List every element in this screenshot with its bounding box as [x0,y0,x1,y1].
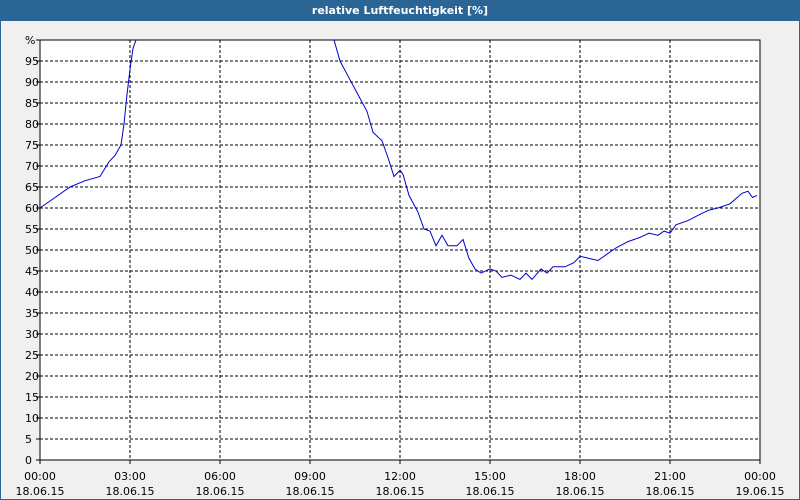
y-tick-label: 50 [25,244,39,257]
y-tick-label: 30 [25,328,39,341]
x-tick-label: 18:00 18.06.15 [556,470,605,498]
y-tick-label: 60 [25,202,39,215]
chart-title: relative Luftfeuchtigkeit [%] [312,4,488,17]
y-tick-label: % [25,34,35,47]
y-tick-label: 10 [25,412,39,425]
y-tick-label: 25 [25,349,39,362]
y-tick-label: 45 [25,265,39,278]
y-tick-label: 65 [25,181,39,194]
y-tick-label: 70 [25,160,39,173]
y-tick-label: 15 [25,391,39,404]
x-tick-label: 15:00 18.06.15 [466,470,515,498]
y-tick-label: 20 [25,370,39,383]
x-tick-label: 09:00 18.06.15 [286,470,335,498]
y-tick-label: 35 [25,307,39,320]
x-tick-label: 21:00 18.06.15 [646,470,695,498]
y-tick-label: 80 [25,118,39,131]
x-tick-label: 03:00 18.06.15 [106,470,155,498]
y-tick-label: 90 [25,76,39,89]
x-tick-label: 06:00 18.06.15 [196,470,245,498]
data-line [39,39,758,281]
y-tick-label: 40 [25,286,39,299]
y-tick-label: 75 [25,139,39,152]
x-tick-label: 00:00 19.06.15 [736,470,785,498]
x-tick-label: 00:00 18.06.15 [16,470,65,498]
title-bar [0,0,800,21]
x-tick-label: 12:00 18.06.15 [376,470,425,498]
y-tick-label: 85 [25,97,39,110]
y-tick-label: 0 [25,454,32,467]
y-tick-label: 5 [25,433,32,446]
y-tick-label: 55 [25,223,39,236]
y-tick-label: 95 [25,55,39,68]
